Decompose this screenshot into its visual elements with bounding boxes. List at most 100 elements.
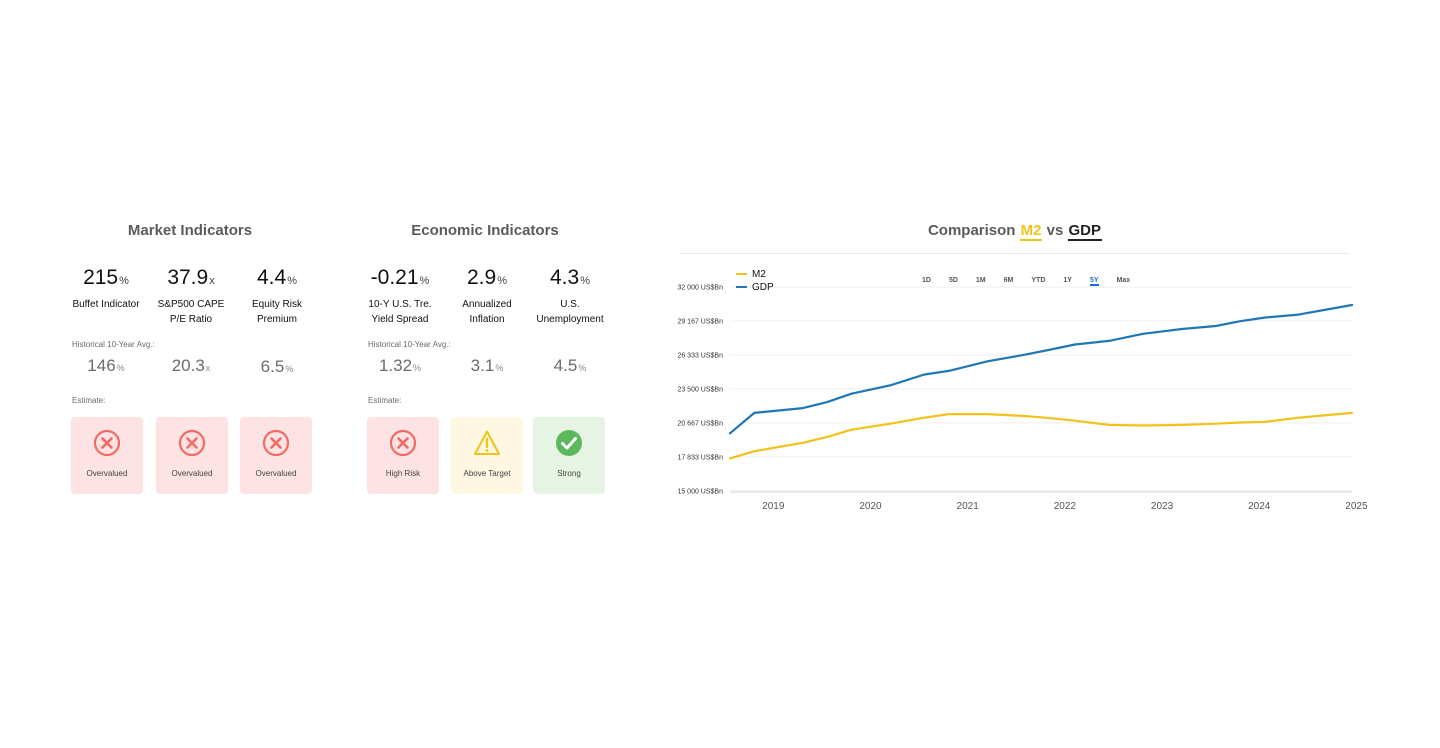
indicator-value: 4.3: [550, 266, 580, 289]
indicator-label-line2: P/E Ratio: [169, 314, 213, 325]
buffet-indicator: 215% Buffet Indicator: [62, 266, 150, 312]
estimate-text: Overvalued: [86, 469, 128, 478]
chart-title: Comparison M2 vs GDP: [660, 222, 1370, 241]
legend-label: GDP: [752, 282, 774, 293]
indicator-label: Annualized: [462, 299, 512, 310]
legend-swatch: [736, 286, 747, 289]
estimate-card: Overvalued: [71, 417, 143, 494]
market-indicators-section: Market Indicators 215% Buffet Indicator …: [70, 222, 316, 502]
historical-value: 20.3x: [171, 356, 211, 375]
historical-value: 1.32%: [378, 356, 422, 375]
indicator-value: 2.9: [467, 266, 497, 289]
historical-value: 146%: [87, 356, 125, 375]
indicator-value: -0.21: [370, 266, 419, 289]
indicator-unit: %: [287, 275, 297, 287]
estimate-card: Above Target: [451, 417, 523, 494]
estimate-text: Above Target: [463, 469, 511, 478]
chart-title-gdp: GDP: [1067, 222, 1103, 241]
indicator-label: Equity Risk: [251, 299, 302, 310]
indicator-label-line2: Yield Spread: [371, 314, 429, 325]
x-circle-icon: [262, 429, 290, 457]
x-circle-icon: [389, 429, 417, 457]
y-tick-label: 29 167 US$Bn: [677, 318, 723, 325]
economic-indicators-section: Economic Indicators -0.21% 10-Y U.S. Tre…: [366, 222, 612, 502]
indicator-label: 10-Y U.S. Tre.: [368, 299, 432, 310]
indicator-value: 4.4: [257, 266, 287, 289]
indicator-unit: %: [419, 275, 430, 287]
estimate-text: Strong: [557, 469, 581, 478]
indicator-value: 215: [83, 266, 119, 289]
x-tick-label: 2024: [1248, 501, 1271, 512]
historical-value: 3.1%: [470, 356, 504, 375]
series-line-gdp: [728, 303, 1354, 435]
range-button-ytd[interactable]: YTD: [1031, 277, 1046, 284]
market-indicators-title: Market Indicators: [127, 222, 253, 239]
range-button-5y[interactable]: 5Y: [1089, 277, 1099, 286]
x-tick-label: 2019: [762, 501, 785, 512]
estimate-label: Estimate:: [72, 396, 106, 405]
estimate-card: High Risk: [367, 417, 439, 494]
range-button-6m[interactable]: 6M: [1003, 277, 1014, 284]
indicator-unit: %: [580, 275, 590, 287]
indicator-unit: x: [209, 275, 215, 287]
x-tick-label: 2021: [957, 501, 980, 512]
y-tick-label: 23 500 US$Bn: [677, 386, 723, 393]
y-tick-label: 15 000 US$Bn: [677, 488, 723, 495]
indicator-unit: %: [497, 275, 507, 287]
x-tick-label: 2022: [1054, 501, 1077, 512]
y-tick-label: 17 833 US$Bn: [677, 454, 723, 461]
historical-avg-label: Historical 10-Year Avg.:: [368, 340, 451, 349]
range-selector: 1D 5D 1M 6M YTD 1Y 5Y Max: [922, 269, 1148, 287]
legend-item-m2[interactable]: M2: [736, 268, 774, 281]
historical-value: 4.5%: [553, 356, 587, 375]
estimate-card: Overvalued: [156, 417, 228, 494]
indicator-label-line2: Premium: [256, 314, 297, 325]
range-button-1y[interactable]: 1Y: [1063, 277, 1072, 284]
indicator-label: S&P500 CAPE: [157, 299, 225, 310]
historical-value: 6.5%: [260, 357, 294, 376]
chart-title-m2: M2: [1019, 222, 1043, 241]
range-button-1d[interactable]: 1D: [922, 277, 931, 284]
estimate-text: Overvalued: [255, 469, 297, 478]
inflation-indicator: 2.9% Annualized Inflation: [443, 266, 531, 327]
x-tick-label: 2020: [859, 501, 882, 512]
indicator-value: 37.9: [167, 266, 209, 289]
x-circle-icon: [178, 429, 206, 457]
chart-title-vs: vs: [1046, 222, 1064, 239]
estimate-label: Estimate:: [368, 396, 402, 405]
estimate-text: Overvalued: [171, 469, 213, 478]
indicator-label: Buffet Indicator: [72, 299, 140, 310]
range-button-5d[interactable]: 5D: [948, 277, 958, 284]
check-circle-icon: [556, 430, 582, 456]
estimate-card: Strong: [533, 417, 605, 494]
chart-title-prefix: Comparison: [927, 222, 1016, 239]
legend-swatch: [736, 273, 747, 276]
y-tick-label: 32 000 US$Bn: [677, 285, 723, 292]
chart-legend: M2 GDP: [736, 268, 774, 294]
equity-risk-premium-indicator: 4.4% Equity Risk Premium: [233, 266, 321, 327]
x-tick-label: 2023: [1151, 501, 1174, 512]
range-button-max[interactable]: Max: [1116, 277, 1131, 284]
estimate-card: Overvalued: [240, 417, 312, 494]
yield-spread-indicator: -0.21% 10-Y U.S. Tre. Yield Spread: [356, 266, 444, 327]
x-tick-label: 2025: [1345, 501, 1368, 512]
warning-triangle-icon: [474, 430, 500, 455]
indicator-unit: %: [119, 275, 129, 287]
indicator-label-line2: Inflation: [469, 314, 505, 325]
economic-indicators-title: Economic Indicators: [411, 222, 559, 239]
range-button-1m[interactable]: 1M: [975, 277, 986, 284]
cape-ratio-indicator: 37.9x S&P500 CAPE P/E Ratio: [147, 266, 235, 327]
comparison-chart-section: Comparison M2 vs GDP 32 000 US$Bn 29 167 …: [660, 222, 1370, 522]
estimate-text: High Risk: [385, 469, 421, 478]
title-divider: [680, 253, 1350, 254]
legend-item-gdp[interactable]: GDP: [736, 281, 774, 294]
indicator-label: U.S.: [560, 299, 580, 310]
series-line-m2: [728, 411, 1354, 460]
legend-label: M2: [752, 269, 766, 280]
line-chart: 32 000 US$Bn 29 167 US$Bn 26 333 US$Bn 23 5…: [677, 285, 1368, 513]
y-tick-label: 20 667 US$Bn: [677, 420, 723, 427]
unemployment-indicator: 4.3% U.S. Unemployment: [526, 266, 614, 327]
x-circle-icon: [93, 429, 121, 457]
indicator-label-line2: Unemployment: [536, 314, 604, 325]
historical-avg-label: Historical 10-Year Avg.:: [72, 340, 155, 349]
